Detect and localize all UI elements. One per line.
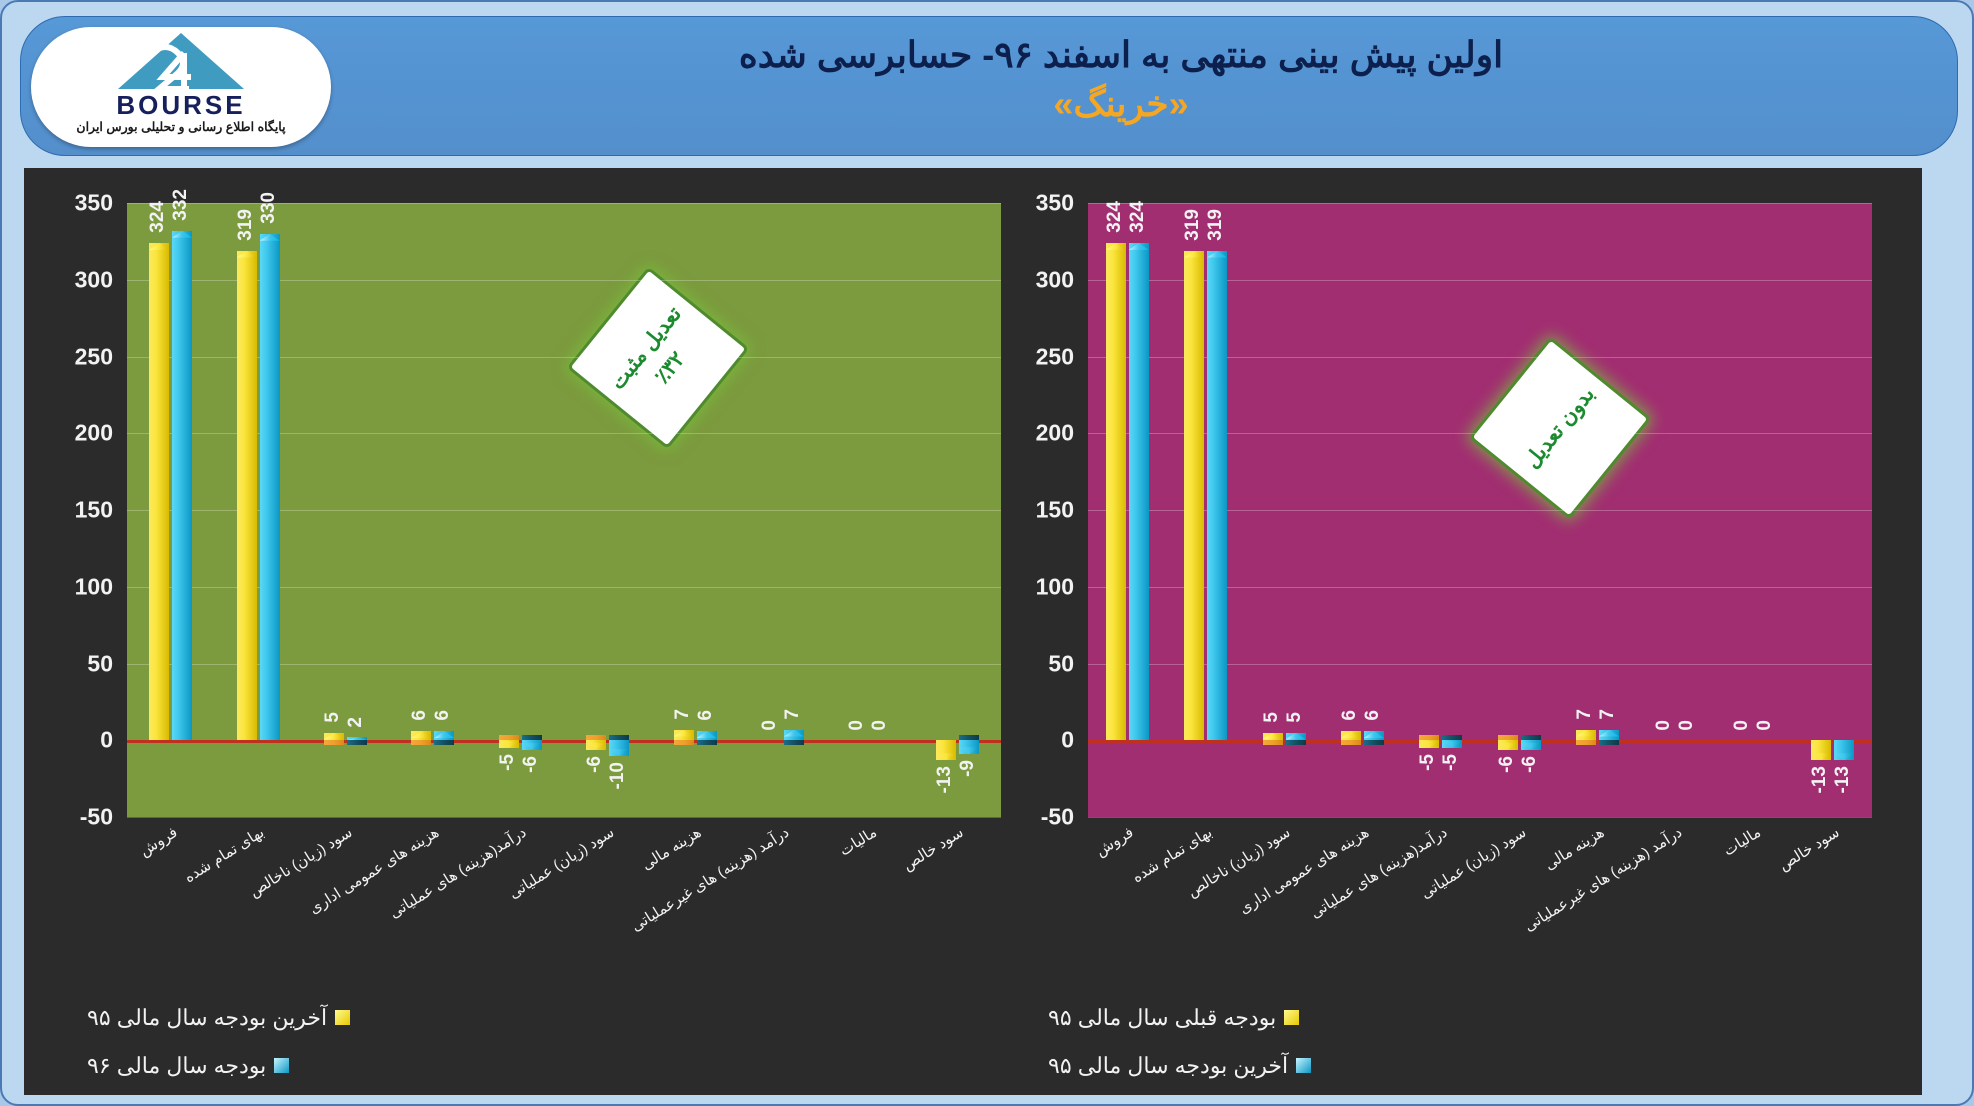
svg-text:BOURSE: BOURSE	[116, 90, 245, 120]
